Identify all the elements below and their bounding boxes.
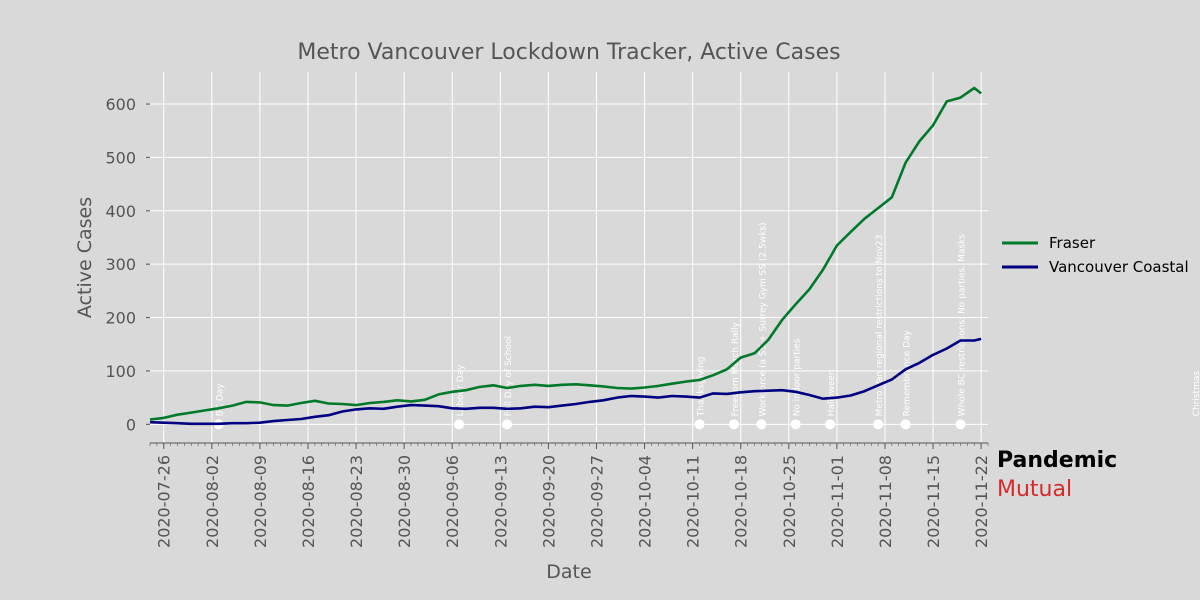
event-label: Metro Van regional restrictions to Nov23 [875,235,885,417]
event-marker [694,419,705,430]
y-tick-label: 100 [105,362,136,381]
event-marker [900,419,911,430]
event-label: Christmas [1192,371,1200,417]
x-tick-label: 2020-08-30 [395,455,414,548]
x-tick-label: 2020-10-18 [732,455,751,548]
x-tick-label: 2020-08-23 [347,455,366,548]
x-tick-label: 2020-09-27 [587,455,606,548]
x-tick-label: 2020-09-13 [491,455,510,548]
x-tick-label: 2020-09-20 [539,455,558,548]
event-marker [825,419,836,430]
x-tick-label: 2020-09-06 [443,455,462,548]
y-tick-label: 600 [105,95,136,114]
brand-mutual: Mutual [997,477,1073,502]
series-line [149,337,982,426]
event-label: Whole BC restrictions: No parties. Masks [958,234,968,417]
event-marker [502,419,513,430]
x-tick-label: 2020-11-08 [876,455,895,548]
legend-label: Vancouver Coastal [1049,258,1189,276]
x-tick-label: 2020-10-11 [684,455,703,548]
chart-title: Metro Vancouver Lockdown Tracker, Active… [297,40,840,65]
x-tick-label: 2020-10-04 [636,455,655,548]
series-line [149,86,982,421]
legend-label: Fraser [1049,234,1096,252]
x-axis-label: Date [546,561,591,583]
plot-area [150,72,988,443]
x-tick-label: 2020-08-16 [299,455,318,548]
event-marker [454,419,465,430]
event-label: Remembrance Day [903,329,913,416]
x-tick-label: 2020-08-02 [203,455,222,548]
event-marker [756,419,767,430]
x-tick-label: 2020-11-22 [972,455,991,548]
y-tick-label: 200 [105,309,136,328]
event-label: Halloween [827,369,837,416]
event-label: No indoor parties [793,338,803,416]
event-marker [955,419,966,430]
event-label: Full Day of School [504,336,514,416]
x-tick-label: 2020-11-15 [924,455,943,548]
y-tick-label: 400 [105,202,136,221]
x-tick-label: 2020-11-01 [828,455,847,548]
y-tick-label: 0 [126,415,136,434]
y-axis-label: Active Cases [74,197,96,318]
x-tick-label: 2020-10-25 [780,455,799,548]
event-label: Freedom March Rally [731,322,741,417]
event-marker [790,419,801,430]
x-tick-label: 2020-07-26 [155,455,174,548]
event-marker [728,419,739,430]
event-label: Thanksgiving [697,357,707,418]
event-label: Workforce (a SS + Surrey Gym SS (2.5wks) [758,222,768,416]
event-marker [873,419,884,430]
y-tick-label: 500 [105,148,136,167]
x-tick-label: 2020-08-09 [251,455,270,548]
brand-pandemic: Pandemic [997,448,1118,473]
y-tick-label: 300 [105,255,136,274]
event-label: BC Day [216,383,226,417]
